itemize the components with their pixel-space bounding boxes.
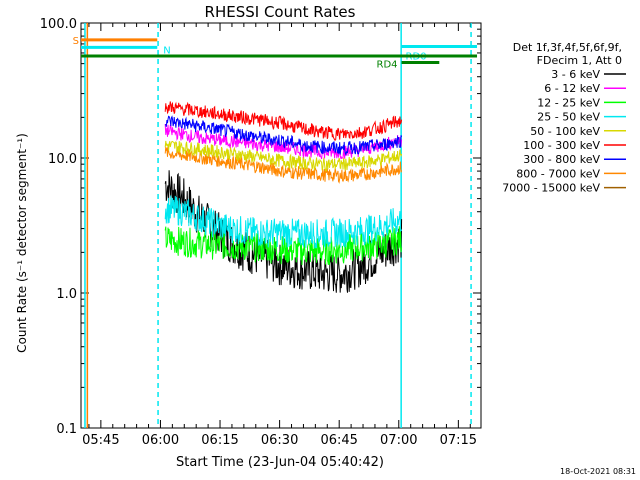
- legend-header-line-2: FDecim 1, Att 0: [537, 54, 622, 67]
- state-bar-label: RD4: [377, 59, 398, 70]
- generation-timestamp: 18-Oct-2021 08:31: [560, 467, 636, 476]
- legend-label: 50 - 100 keV: [530, 125, 600, 138]
- state-bar-label: N: [163, 45, 170, 56]
- legend-label: 300 - 800 keV: [523, 153, 600, 166]
- x-tick-label: 05:45: [82, 433, 119, 448]
- legend-label: 7000 - 15000 keV: [502, 182, 600, 195]
- legend-label: 12 - 25 keV: [537, 96, 600, 109]
- series-line: [164, 195, 403, 249]
- y-tick-label: 100.0: [40, 17, 77, 32]
- x-tick-label: 06:45: [320, 433, 357, 448]
- x-tick-label: 06:30: [261, 433, 298, 448]
- series-line: [164, 226, 403, 266]
- plot-frame: [80, 22, 482, 429]
- plot-axes: 0.1 1.0 10.0 100.0 05:45 06:00 06:15 06:30 06:45…: [40, 17, 482, 448]
- state-bar-label: S: [73, 36, 79, 47]
- attenuator-bars: SNRD0RD4: [73, 36, 478, 70]
- series-line: [164, 140, 403, 172]
- x-axis-label: Start Time (23-Jun-04 05:40:42): [176, 455, 384, 470]
- y-tick-label: 10.0: [48, 152, 77, 167]
- y-tick-label: 1.0: [56, 287, 77, 302]
- legend-header-line-1: Det 1f,3f,4f,5f,6f,9f,: [513, 41, 622, 54]
- series-line: [164, 146, 403, 184]
- x-tick-label: 07:00: [380, 433, 417, 448]
- series-group: [164, 101, 403, 293]
- y-axis-label: Count Rate (s⁻¹ detector segment⁻¹): [15, 133, 29, 353]
- y-tick-label: 0.1: [56, 422, 77, 437]
- legend-label: 800 - 7000 keV: [516, 167, 600, 180]
- legend-label: 6 - 12 keV: [544, 82, 600, 95]
- legend-label: 3 - 6 keV: [551, 68, 600, 81]
- x-tick-label: 06:00: [142, 433, 179, 448]
- series-line: [164, 115, 403, 157]
- legend-label: 25 - 50 keV: [537, 111, 600, 124]
- chart-title: RHESSI Count Rates: [205, 3, 356, 21]
- legend-label: 100 - 300 keV: [523, 139, 600, 152]
- series-line: [164, 170, 403, 293]
- series-line: [164, 101, 403, 141]
- x-tick-label: 06:15: [201, 433, 238, 448]
- x-tick-label: 07:15: [440, 433, 477, 448]
